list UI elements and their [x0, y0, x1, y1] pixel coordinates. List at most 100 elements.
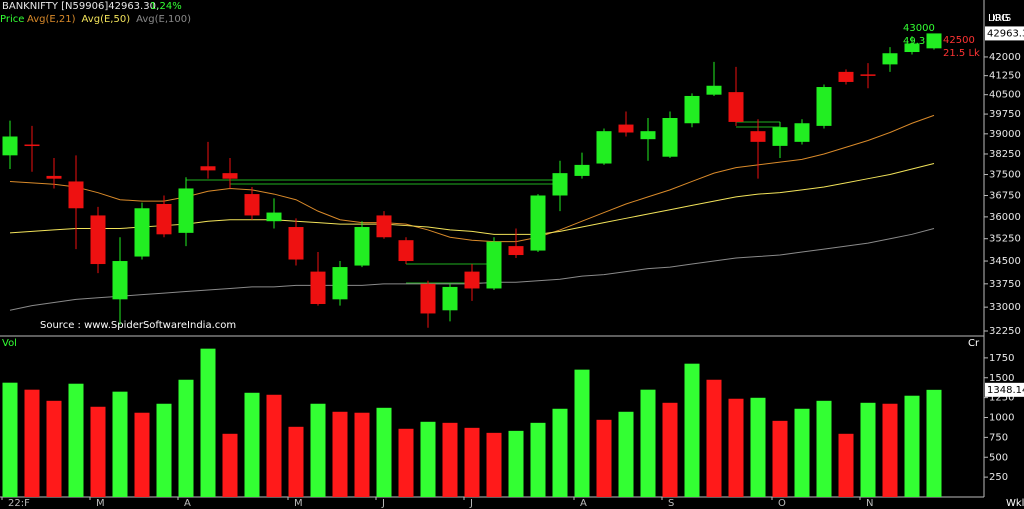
annotation: 21.5 Lk	[943, 48, 980, 59]
volume-bar	[816, 400, 832, 497]
y-tick-label: 36750	[989, 190, 1021, 201]
volume-bar	[222, 433, 238, 497]
y-tick-label: 35250	[989, 234, 1021, 245]
last-price-label: 42963.3	[987, 28, 1024, 39]
period-label: Wkl	[1006, 498, 1024, 509]
candle-body	[288, 227, 304, 260]
y-tick-label: 1750	[989, 353, 1014, 364]
candle-body	[156, 203, 172, 235]
candle-body	[442, 286, 458, 311]
x-tick-label: O	[778, 498, 786, 509]
brand-label: IRIS	[992, 13, 1011, 24]
volume-bar	[156, 403, 172, 497]
candle-body	[90, 215, 106, 265]
y-tick-label: 42000	[989, 52, 1021, 63]
volume-bar	[574, 369, 590, 497]
volume-bar	[508, 430, 524, 497]
y-tick-label: 750	[989, 432, 1008, 443]
legend-price: Price	[0, 14, 24, 25]
volume-unit: Cr	[968, 338, 980, 349]
volume-bar	[838, 433, 854, 497]
volume-bar	[354, 412, 370, 497]
y-tick-label: 1500	[989, 373, 1014, 384]
volume-bar	[24, 389, 40, 497]
candle-body	[596, 131, 612, 164]
volume-bar	[728, 398, 744, 497]
volume-bar	[420, 421, 436, 497]
candle-body	[46, 175, 62, 179]
volume-bar	[882, 403, 898, 497]
volume-bar	[464, 427, 480, 497]
volume-bar	[662, 402, 678, 497]
annotation: 43000	[903, 23, 935, 34]
volume-bar	[442, 422, 458, 497]
candle-body	[486, 241, 502, 289]
candle-body	[68, 181, 84, 209]
candle-body	[772, 127, 788, 146]
y-tick-label: 36000	[989, 212, 1021, 223]
annotation: 49.3 Lk	[903, 36, 940, 47]
candle-body	[134, 208, 150, 257]
volume-title: Vol	[2, 338, 17, 349]
candle-body	[794, 123, 810, 142]
volume-bar	[860, 402, 876, 497]
volume-bar	[200, 348, 216, 497]
candle-body	[706, 85, 722, 95]
candle-body	[200, 166, 216, 171]
volume-bar	[134, 412, 150, 497]
y-tick-label: 250	[989, 472, 1008, 483]
x-tick-label: A	[580, 498, 587, 509]
x-tick-label: N	[866, 498, 873, 509]
volume-bar	[926, 389, 942, 497]
volume-bar	[46, 400, 62, 497]
candle-body	[684, 95, 700, 124]
y-tick-label: 38250	[989, 149, 1021, 160]
volume-bar	[2, 382, 18, 497]
volume-bar	[178, 379, 194, 497]
x-tick-label: S	[668, 498, 674, 509]
x-tick-label: M	[294, 498, 303, 509]
candle-body	[464, 271, 480, 289]
volume-bar	[376, 407, 392, 497]
y-tick-label: 39000	[989, 129, 1021, 140]
legend-entry: Avg(E,50)	[82, 14, 131, 25]
volume-bar	[112, 391, 128, 497]
candle-body	[882, 53, 898, 65]
candle-body	[310, 271, 326, 305]
volume-bar	[310, 403, 326, 497]
volume-bar	[552, 408, 568, 497]
y-tick-label: 39750	[989, 109, 1021, 120]
x-tick-label: M	[96, 498, 105, 509]
candle-body	[266, 212, 282, 222]
y-tick-label: 33750	[989, 279, 1021, 290]
candle-body	[640, 131, 656, 140]
candle-body	[398, 240, 414, 262]
legend-entry: Avg(E,100)	[136, 14, 191, 25]
candle-body	[376, 215, 392, 238]
candle-body	[552, 173, 568, 196]
scale-label: LOG	[988, 13, 1009, 24]
volume-bar	[596, 419, 612, 497]
legend-entry: Avg(E,21)	[27, 14, 76, 25]
volume-bar	[266, 394, 282, 497]
candle-body	[178, 188, 194, 233]
candle-body	[354, 227, 370, 266]
volume-bar	[398, 428, 414, 497]
volume-bar	[486, 432, 502, 497]
candle-body	[24, 144, 40, 147]
volume-bar	[750, 397, 766, 497]
candle-body	[332, 267, 348, 300]
candle-body	[244, 194, 260, 216]
candle-body	[574, 164, 590, 176]
candle-body	[2, 136, 18, 156]
y-tick-label: 500	[989, 452, 1008, 463]
volume-bar	[794, 408, 810, 497]
x-tick-label: A	[184, 498, 191, 509]
y-tick-label: 33000	[989, 302, 1021, 313]
change-label: 1.24%	[150, 1, 182, 12]
last-volume-label: 1348.14	[987, 385, 1024, 396]
candle-body	[816, 87, 832, 126]
candle-body	[728, 92, 744, 122]
volume-bar	[904, 395, 920, 497]
